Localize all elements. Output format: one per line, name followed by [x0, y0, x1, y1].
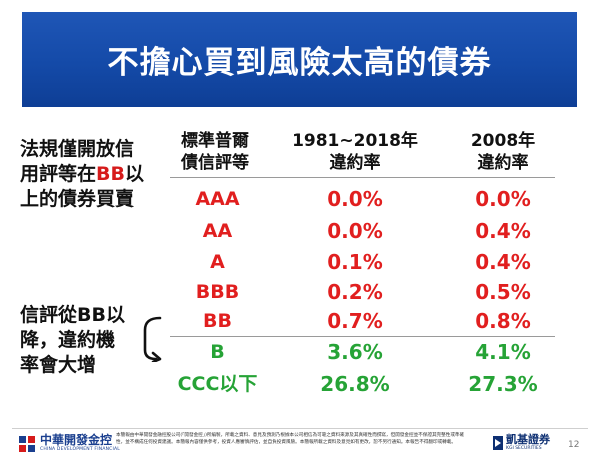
default-rate-1981: 26.8% [320, 372, 390, 396]
rating-grade: B [210, 341, 225, 363]
regulation-note-line-1: 法規僅開放信 [20, 138, 135, 160]
default-rate-2008: 0.4% [475, 219, 531, 243]
bb-highlight: BB [96, 163, 125, 185]
table-row: B 3.6% 4.1% [0, 337, 600, 367]
cdf-logo-english: CHINA DEVELOPMENT FINANCIAL [40, 447, 121, 452]
header-2008: 2008年 違約率 [470, 131, 536, 173]
rating-grade: AA [202, 220, 233, 242]
regulation-note-line-2: 用評等在BB以 [20, 163, 144, 185]
risk-divider [170, 336, 555, 337]
header-1981-2018: 1981~2018年 違約率 [292, 131, 418, 173]
rating-grade: CCC以下 [177, 373, 258, 395]
default-rate-1981: 0.0% [327, 187, 383, 211]
default-rate-2008: 27.3% [468, 372, 538, 396]
default-rate-1981: 0.1% [327, 250, 383, 274]
default-rate-2008: 4.1% [475, 340, 531, 364]
disclaimer-text: 本簡報由中華開發金融控股公司(「開發金控」)所編製，所載之資料、意見及預測乃根據… [116, 433, 465, 445]
kgi-logo-icon [493, 436, 503, 450]
slide-title: 不擔心買到風險太高的債券 [107, 45, 492, 81]
default-rate-2008: 0.5% [475, 280, 531, 304]
page-number: 12 [568, 440, 580, 450]
footer-divider [12, 428, 588, 429]
default-rate-1981: 0.7% [327, 309, 383, 333]
cdf-logo: 中華開發金控 CHINA DEVELOPMENT FINANCIAL [18, 434, 120, 453]
kgi-logo-english: KGI SECURITIES [506, 446, 542, 451]
table-row: A 0.1% 0.4% [0, 247, 600, 277]
default-rate-2008: 0.4% [475, 250, 531, 274]
downgrade-note: 信評從BB以 降，違約機 率會大增 [20, 303, 145, 378]
default-rate-2008: 0.0% [475, 187, 531, 211]
cdf-logo-name: 中華開發金控 [40, 433, 113, 447]
left-bracket-arrow-icon [143, 316, 162, 362]
regulation-note-line-3: 上的債券買賣 [20, 188, 135, 210]
kgi-logo: 凱基證券 KGI SECURITIES [493, 434, 550, 452]
downgrade-note-line-1: 信評從BB以 [20, 304, 125, 326]
kgi-logo-name: 凱基證券 [506, 433, 550, 446]
header-rating: 標準普爾 債信評等 [181, 131, 249, 173]
cdf-logo-icon [19, 435, 35, 452]
default-rate-1981: 0.2% [327, 280, 383, 304]
rating-grade: BB [203, 310, 232, 332]
table-row: BB 0.7% 0.8% [0, 306, 600, 336]
rating-grade: BBB [195, 281, 240, 303]
title-banner: 不擔心買到風險太高的債券 [22, 12, 577, 107]
default-rate-2008: 0.8% [475, 309, 531, 333]
table-row: AAA 0.0% 0.0% [0, 184, 600, 214]
default-rate-1981: 3.6% [327, 340, 383, 364]
table-row: AA 0.0% 0.4% [0, 216, 600, 246]
rating-grade: AAA [195, 188, 240, 210]
rating-grade: A [210, 251, 225, 273]
regulation-note: 法規僅開放信 用評等在BB以 上的債券買賣 [20, 137, 160, 212]
table-row: CCC以下 26.8% 27.3% [0, 369, 600, 399]
downgrade-note-line-3: 率會大增 [20, 354, 97, 376]
downgrade-note-line-2: 降，違約機 [20, 329, 116, 351]
default-rate-1981: 0.0% [327, 219, 383, 243]
table-row: BBB 0.2% 0.5% [0, 277, 600, 307]
header-divider [170, 177, 555, 178]
